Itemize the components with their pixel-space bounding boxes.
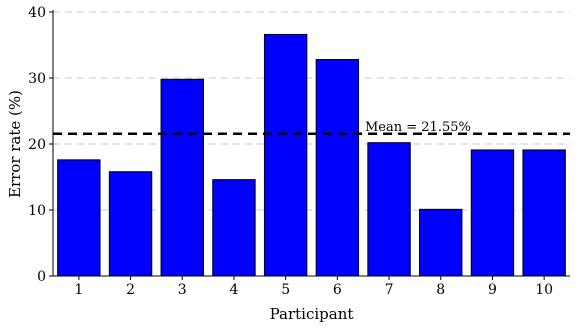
x-tick-label: 2 [126, 282, 135, 298]
mean-label: Mean = 21.55% [365, 120, 471, 135]
y-tick-label: 40 [28, 5, 46, 21]
x-tick-label: 1 [74, 282, 83, 298]
axes [52, 10, 570, 277]
x-ticks: 1 2 3 4 5 6 7 8 9 10 [74, 276, 553, 298]
x-tick-label: 7 [385, 282, 394, 298]
bar-participant-6 [315, 59, 360, 277]
y-tick-label: 30 [28, 71, 46, 87]
bar-participant-9 [470, 149, 515, 277]
bar-participant-8 [419, 208, 463, 277]
x-tick-label: 10 [535, 282, 553, 298]
bar-participant-1 [57, 159, 101, 277]
y-axis-title: Error rate (%) [6, 90, 24, 198]
bar-participant-5 [263, 33, 308, 277]
bar-participant-4 [212, 179, 256, 277]
bar-participant-2 [108, 171, 153, 277]
y-tick-label: 0 [37, 269, 46, 285]
y-ticks: 0 10 20 30 40 [28, 5, 53, 285]
x-tick-label: 8 [436, 282, 445, 298]
bar-participant-3 [160, 78, 204, 277]
bars [57, 33, 566, 277]
x-axis-title: Participant [270, 305, 354, 323]
x-tick-label: 6 [333, 282, 342, 298]
bar-participant-10 [522, 149, 566, 277]
x-tick-label: 5 [281, 282, 290, 298]
x-tick-label: 3 [178, 282, 187, 298]
mean-line-group: Mean = 21.55% [53, 120, 570, 136]
x-tick-label: 9 [488, 282, 497, 298]
x-tick-label: 4 [229, 282, 238, 298]
y-tick-label: 20 [28, 137, 46, 153]
y-tick-label: 10 [28, 203, 46, 219]
bar-participant-7 [367, 142, 411, 277]
